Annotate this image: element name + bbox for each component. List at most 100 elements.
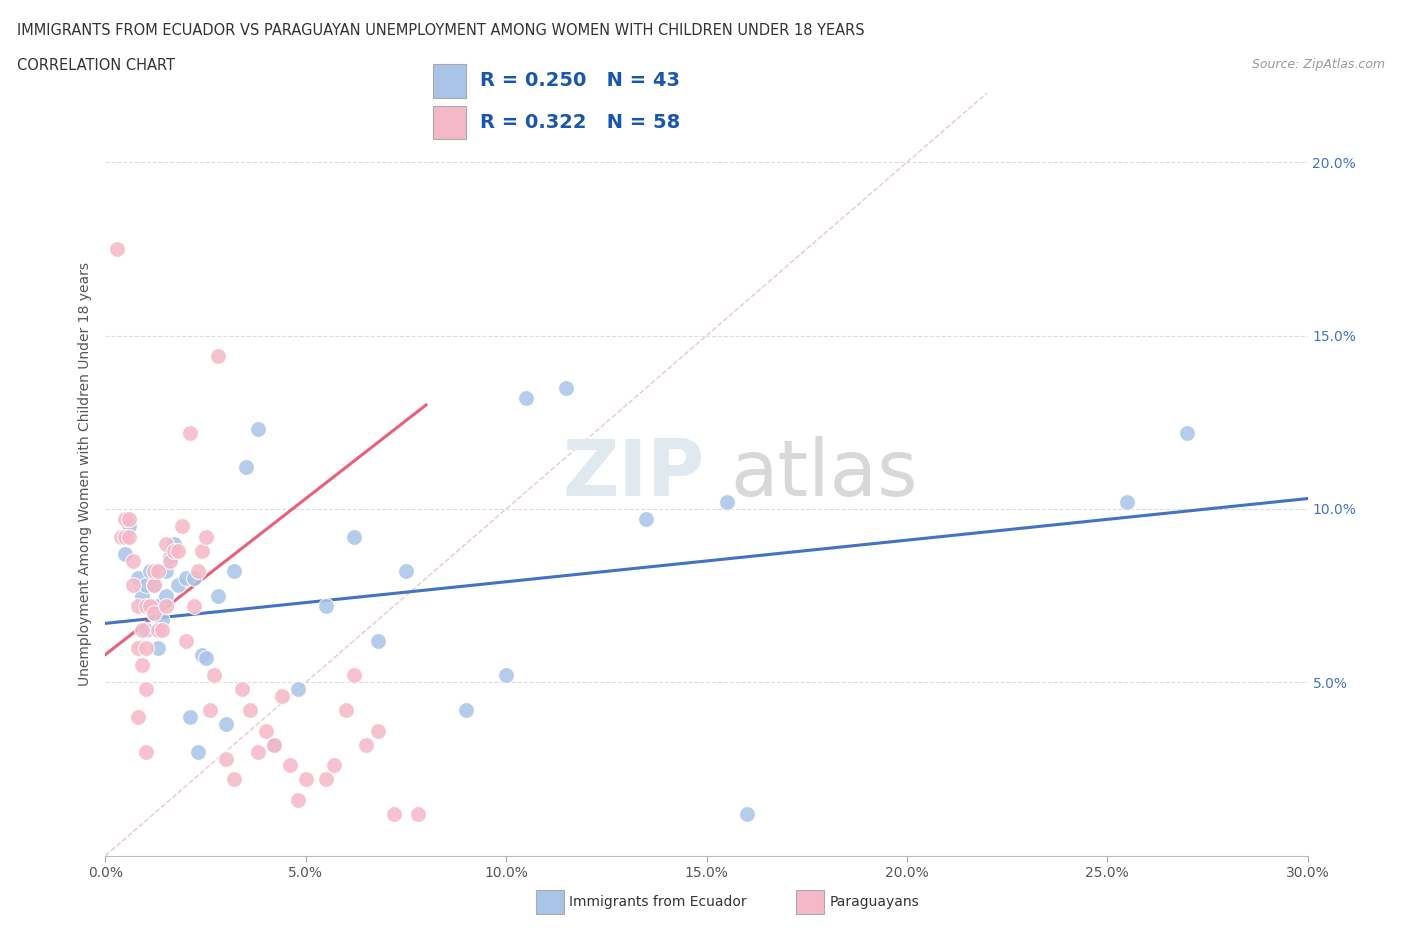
Point xyxy=(114,512,136,526)
Point xyxy=(179,425,201,440)
FancyBboxPatch shape xyxy=(433,106,465,140)
Point xyxy=(190,543,212,558)
Point xyxy=(287,792,309,807)
FancyBboxPatch shape xyxy=(796,890,824,914)
Point xyxy=(222,772,245,787)
Point xyxy=(114,547,136,562)
Point xyxy=(207,349,229,364)
Point xyxy=(135,640,157,655)
FancyBboxPatch shape xyxy=(433,64,465,98)
Point xyxy=(239,702,262,717)
Point xyxy=(155,564,177,578)
Point xyxy=(155,537,177,551)
Point xyxy=(170,519,193,534)
Point xyxy=(382,806,405,821)
Text: IMMIGRANTS FROM ECUADOR VS PARAGUAYAN UNEMPLOYMENT AMONG WOMEN WITH CHILDREN UND: IMMIGRANTS FROM ECUADOR VS PARAGUAYAN UN… xyxy=(17,23,865,38)
Point xyxy=(183,571,205,586)
Text: Immigrants from Ecuador: Immigrants from Ecuador xyxy=(569,895,747,910)
Point xyxy=(107,242,129,257)
Point xyxy=(735,806,758,821)
Point xyxy=(179,710,201,724)
Point xyxy=(131,623,153,638)
Point xyxy=(263,737,285,752)
Point xyxy=(214,751,236,766)
Point xyxy=(166,543,188,558)
Text: atlas: atlas xyxy=(731,436,918,512)
Point xyxy=(159,553,181,568)
Point xyxy=(122,553,145,568)
Point xyxy=(114,529,136,544)
Point xyxy=(295,772,318,787)
Point xyxy=(138,564,160,578)
Point xyxy=(246,422,269,437)
Point xyxy=(155,588,177,603)
Point xyxy=(207,588,229,603)
Text: CORRELATION CHART: CORRELATION CHART xyxy=(17,58,174,73)
Point xyxy=(146,623,169,638)
Point xyxy=(246,744,269,759)
Point xyxy=(122,578,145,592)
Point xyxy=(118,529,141,544)
Point xyxy=(406,806,429,821)
Point xyxy=(159,550,181,565)
Point xyxy=(127,599,149,614)
Point xyxy=(495,668,517,683)
Point xyxy=(187,564,209,578)
Point xyxy=(270,689,292,704)
Point xyxy=(174,571,197,586)
Point xyxy=(343,668,366,683)
Point xyxy=(515,391,537,405)
Point xyxy=(1177,425,1199,440)
Point xyxy=(335,702,357,717)
Point xyxy=(198,702,221,717)
Point xyxy=(190,647,212,662)
Point xyxy=(127,640,149,655)
Point xyxy=(162,543,184,558)
Point xyxy=(322,758,344,773)
Point xyxy=(138,599,160,614)
Point xyxy=(131,658,153,672)
Point xyxy=(162,537,184,551)
Point xyxy=(343,529,366,544)
Point xyxy=(278,758,301,773)
Point xyxy=(174,633,197,648)
Point xyxy=(354,737,377,752)
Point xyxy=(202,668,225,683)
Text: Source: ZipAtlas.com: Source: ZipAtlas.com xyxy=(1251,58,1385,71)
Point xyxy=(636,512,658,526)
Point xyxy=(263,737,285,752)
Point xyxy=(142,605,165,620)
Point xyxy=(142,578,165,592)
Point xyxy=(183,599,205,614)
Point xyxy=(146,640,169,655)
Y-axis label: Unemployment Among Women with Children Under 18 years: Unemployment Among Women with Children U… xyxy=(79,262,93,686)
Point xyxy=(1116,495,1139,510)
Point xyxy=(155,599,177,614)
Point xyxy=(194,651,217,666)
Point xyxy=(231,682,253,697)
Point xyxy=(367,724,389,738)
Point xyxy=(135,578,157,592)
Point xyxy=(127,571,149,586)
Point xyxy=(315,599,337,614)
Point xyxy=(287,682,309,697)
Point xyxy=(254,724,277,738)
Point xyxy=(127,710,149,724)
Point xyxy=(150,623,173,638)
Point xyxy=(118,512,141,526)
Text: R = 0.250   N = 43: R = 0.250 N = 43 xyxy=(481,72,681,90)
Point xyxy=(146,599,169,614)
Point xyxy=(194,529,217,544)
Point xyxy=(235,460,257,475)
Point xyxy=(135,599,157,614)
Point xyxy=(222,564,245,578)
Point xyxy=(135,744,157,759)
Point xyxy=(131,588,153,603)
FancyBboxPatch shape xyxy=(536,890,564,914)
Point xyxy=(395,564,418,578)
Point xyxy=(135,682,157,697)
Text: ZIP: ZIP xyxy=(562,436,704,512)
Text: Paraguayans: Paraguayans xyxy=(830,895,920,910)
Point xyxy=(150,613,173,628)
Point xyxy=(142,605,165,620)
